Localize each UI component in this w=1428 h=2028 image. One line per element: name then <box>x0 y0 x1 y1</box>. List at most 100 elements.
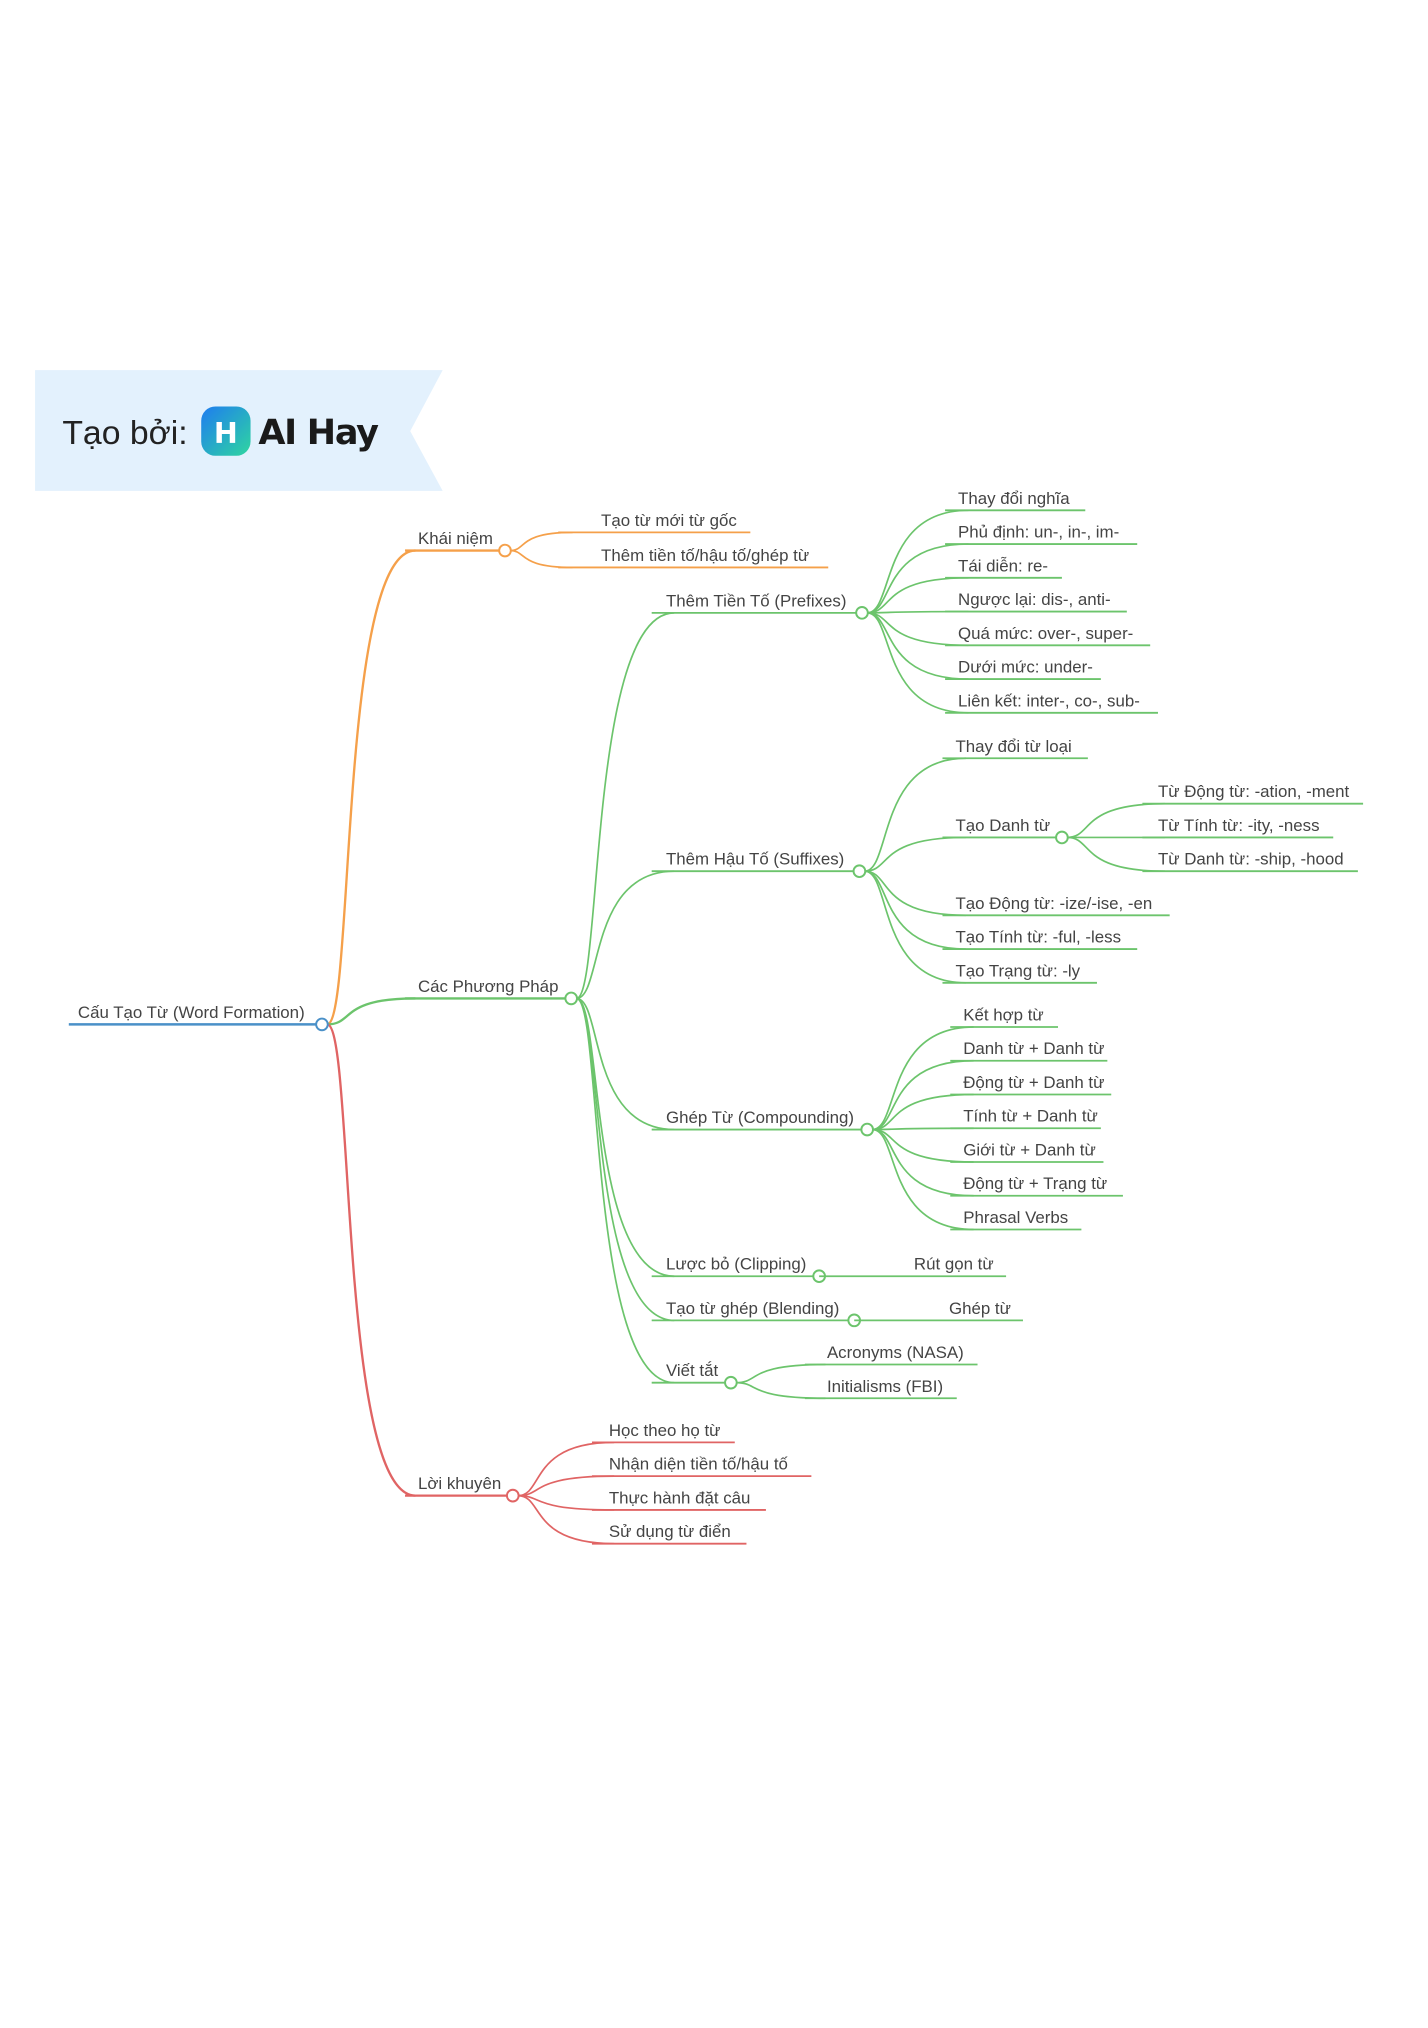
connector <box>872 1026 974 1131</box>
node-label: Cấu Tạo Từ (Word Formation) <box>78 1003 305 1022</box>
collapse-toggle-icon[interactable] <box>724 1375 738 1390</box>
created-by-label: Tạo bởi: <box>62 414 187 452</box>
node-nguoc-lai-dis-anti[interactable]: Ngược lại: dis-, anti- <box>945 590 1127 613</box>
node-label: Quá mức: over-, super- <box>958 624 1133 643</box>
svg-text:H: H <box>214 416 238 450</box>
node-tai-dien-re[interactable]: Tái diễn: re- <box>945 556 1062 579</box>
connector <box>517 1494 615 1511</box>
node-qua-muc-over-super[interactable]: Quá mức: over-, super- <box>945 624 1151 647</box>
collapse-toggle-icon[interactable] <box>498 543 512 558</box>
node-label: Nhận diện tiền tố/hậu tố <box>609 1455 789 1474</box>
collapse-toggle-icon[interactable] <box>855 606 869 620</box>
node-tao-danh-tu[interactable]: Tạo Danh từ <box>942 816 1069 845</box>
node-thay-doi-nghia[interactable]: Thay đổi nghĩa <box>945 489 1086 512</box>
connector <box>517 1475 615 1497</box>
node-duoi-muc-under[interactable]: Dưới mức: under- <box>945 658 1101 680</box>
node-phu-dinh-un-in-im[interactable]: Phủ định: un-, in-, im- <box>945 523 1138 545</box>
node-label: Các Phương Pháp <box>418 977 558 996</box>
node-tao-tu-ghep-blending[interactable]: Tạo từ ghép (Blending) <box>651 1299 862 1328</box>
connector <box>872 1128 974 1163</box>
node-dong-tu-trang-tu[interactable]: Động từ + Trạng từ <box>950 1174 1123 1197</box>
node-thuc-hanh-dat-cau[interactable]: Thực hành đặt câu <box>591 1488 766 1511</box>
connector <box>867 612 969 714</box>
node-label: Động từ + Danh từ <box>963 1073 1104 1092</box>
node-initialisms-fbi[interactable]: Initialisms (FBI) <box>804 1377 957 1400</box>
brand-name: AI Hay <box>258 412 379 453</box>
node-label: Kết hợp từ <box>963 1005 1043 1024</box>
ai-hay-logo-icon: H <box>201 406 251 456</box>
node-label: Rút gọn từ <box>914 1255 994 1274</box>
node-label: Phủ định: un-, in-, im- <box>958 523 1119 542</box>
node-label: Liên kết: inter-, co-, sub- <box>958 691 1140 710</box>
node-ghep-tu[interactable]: Ghép từ <box>854 1299 1023 1322</box>
node-label: Tính từ + Danh từ <box>963 1107 1098 1126</box>
mindmap-edges <box>326 509 1165 1545</box>
node-lien-ket-inter-co-sub[interactable]: Liên kết: inter-, co-, sub- <box>945 691 1158 714</box>
node-tu-tinh-tu-ity-ness[interactable]: Từ Tính từ: -ity, -ness <box>1142 816 1334 839</box>
connector <box>575 612 675 1000</box>
node-label: Động từ + Trạng từ <box>963 1174 1107 1193</box>
node-label: Tạo Động từ: -ize/-ise, -en <box>955 894 1152 913</box>
node-tao-tu-moi-tu-goc[interactable]: Tạo từ mới từ gốc <box>558 511 751 534</box>
node-rut-gon-tu[interactable]: Rút gọn từ <box>819 1255 1007 1278</box>
node-thay-doi-tu-loai[interactable]: Thay đổi từ loại <box>942 737 1088 760</box>
connector <box>576 870 675 1000</box>
node-them-tien-to-prefixes[interactable]: Thêm Tiền Tố (Prefixes) <box>651 591 869 620</box>
collapse-toggle-icon[interactable] <box>315 1017 329 1032</box>
node-nhan-dien-tien-to-hau-to[interactable]: Nhận diện tiền tố/hậu tố <box>591 1455 812 1478</box>
node-tao-trang-tu-ly[interactable]: Tạo Trạng từ: -ly <box>942 961 1097 984</box>
node-phrasal-verbs[interactable]: Phrasal Verbs <box>950 1208 1082 1231</box>
connector <box>867 612 969 647</box>
node-label: Thay đổi từ loại <box>955 737 1071 756</box>
node-tu-dong-tu-ation-ment[interactable]: Từ Động từ: -ation, -ment <box>1142 782 1364 805</box>
node-label: Tạo Tính từ: -ful, -less <box>955 928 1121 947</box>
node-loi-khuyen[interactable]: Lời khuyên <box>405 1474 520 1503</box>
collapse-toggle-icon[interactable] <box>860 1122 875 1137</box>
connector <box>576 997 675 1278</box>
node-viet-tat[interactable]: Viết tắt <box>651 1361 738 1390</box>
node-cac-phuong-phap[interactable]: Các Phương Pháp <box>405 977 579 1006</box>
node-label: Acronyms (NASA) <box>827 1343 964 1362</box>
collapse-toggle-icon[interactable] <box>852 864 867 879</box>
node-su-dung-tu-dien[interactable]: Sử dụng từ điển <box>591 1522 747 1545</box>
node-danh-tu-danh-tu[interactable]: Danh từ + Danh từ <box>950 1039 1108 1062</box>
node-tao-tinh-tu-ful-less[interactable]: Tạo Tính từ: -ful, -less <box>942 928 1138 950</box>
node-dong-tu-danh-tu[interactable]: Động từ + Danh từ <box>950 1073 1112 1096</box>
connector <box>867 509 969 614</box>
node-cau-tao-tu-word-formation[interactable]: Cấu Tạo Từ (Word Formation) <box>68 1003 329 1032</box>
node-hoc-theo-ho-tu[interactable]: Học theo họ từ <box>591 1421 735 1444</box>
collapse-toggle-icon[interactable] <box>505 1488 520 1503</box>
node-ket-hop-tu[interactable]: Kết hợp từ <box>950 1005 1059 1028</box>
node-label: Dưới mức: under- <box>958 658 1093 677</box>
node-label: Viết tắt <box>666 1361 718 1380</box>
node-luoc-bo-clipping[interactable]: Lược bỏ (Clipping) <box>651 1255 826 1284</box>
node-gioi-tu-danh-tu[interactable]: Giới từ + Danh từ <box>950 1141 1104 1163</box>
node-tao-dong-tu-ize-ise-en[interactable]: Tạo Động từ: -ize/-ise, -en <box>942 894 1170 917</box>
node-label: Từ Động từ: -ation, -ment <box>1158 782 1350 801</box>
node-acronyms-nasa[interactable]: Acronyms (NASA) <box>804 1343 978 1366</box>
collapse-toggle-icon[interactable] <box>564 991 579 1006</box>
connector <box>872 1127 974 1131</box>
node-them-tien-to-hau-to-ghep-tu[interactable]: Thêm tiền tố/hậu tố/ghép từ <box>558 546 829 569</box>
node-them-hau-to-suffixes[interactable]: Thêm Hậu Tố (Suffixes) <box>651 850 867 879</box>
node-label: Từ Tính từ: -ity, -ness <box>1158 816 1320 835</box>
connector <box>864 757 966 873</box>
connector <box>867 610 969 614</box>
node-label: Tạo Danh từ <box>955 816 1050 835</box>
connector <box>1067 836 1165 873</box>
node-khai-niem[interactable]: Khái niệm <box>405 529 512 558</box>
connector <box>517 1441 615 1497</box>
collapse-toggle-icon[interactable] <box>1055 830 1069 845</box>
connector <box>864 870 966 917</box>
connector <box>576 997 675 1131</box>
node-label: Thêm Hậu Tố (Suffixes) <box>666 850 844 869</box>
node-label: Tạo từ mới từ gốc <box>601 511 737 530</box>
node-ghep-tu-compounding[interactable]: Ghép Từ (Compounding) <box>651 1108 875 1137</box>
node-label: Tái diễn: re- <box>958 556 1048 575</box>
node-label: Sử dụng từ điển <box>609 1522 731 1541</box>
node-tu-danh-tu-ship-hood[interactable]: Từ Danh từ: -ship, -hood <box>1142 850 1358 873</box>
node-label: Ghép Từ (Compounding) <box>666 1108 854 1127</box>
node-tinh-tu-danh-tu[interactable]: Tính từ + Danh từ <box>950 1107 1101 1130</box>
node-label: Tạo Trạng từ: -ly <box>955 961 1080 980</box>
